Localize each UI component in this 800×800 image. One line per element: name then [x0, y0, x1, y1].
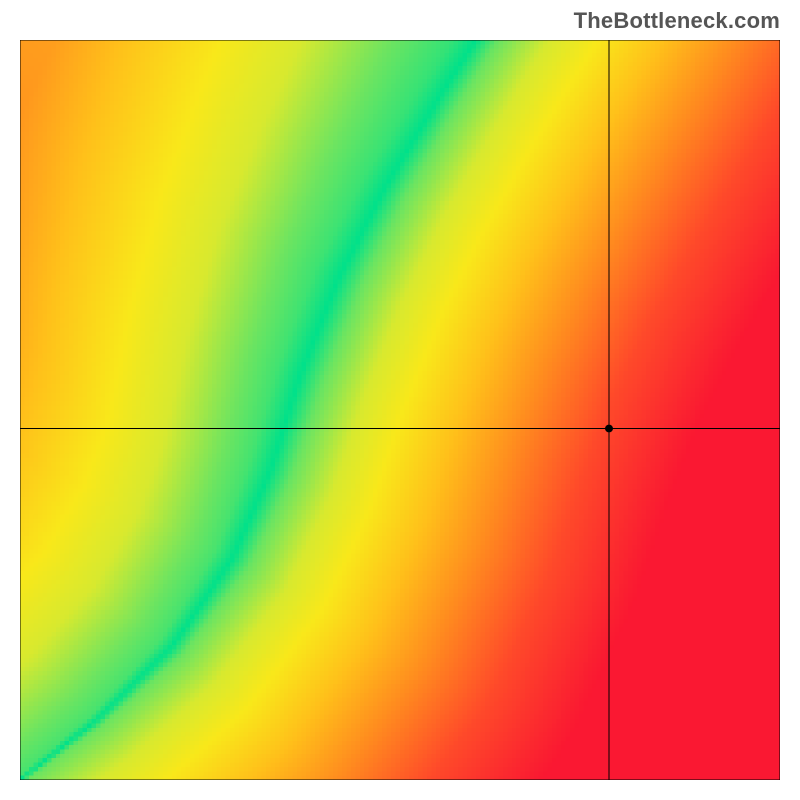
- plot-area: [20, 40, 780, 780]
- heatmap-canvas: [20, 40, 780, 780]
- watermark-text: TheBottleneck.com: [574, 8, 780, 34]
- chart-container: { "watermark": { "text": "TheBottleneck.…: [0, 0, 800, 800]
